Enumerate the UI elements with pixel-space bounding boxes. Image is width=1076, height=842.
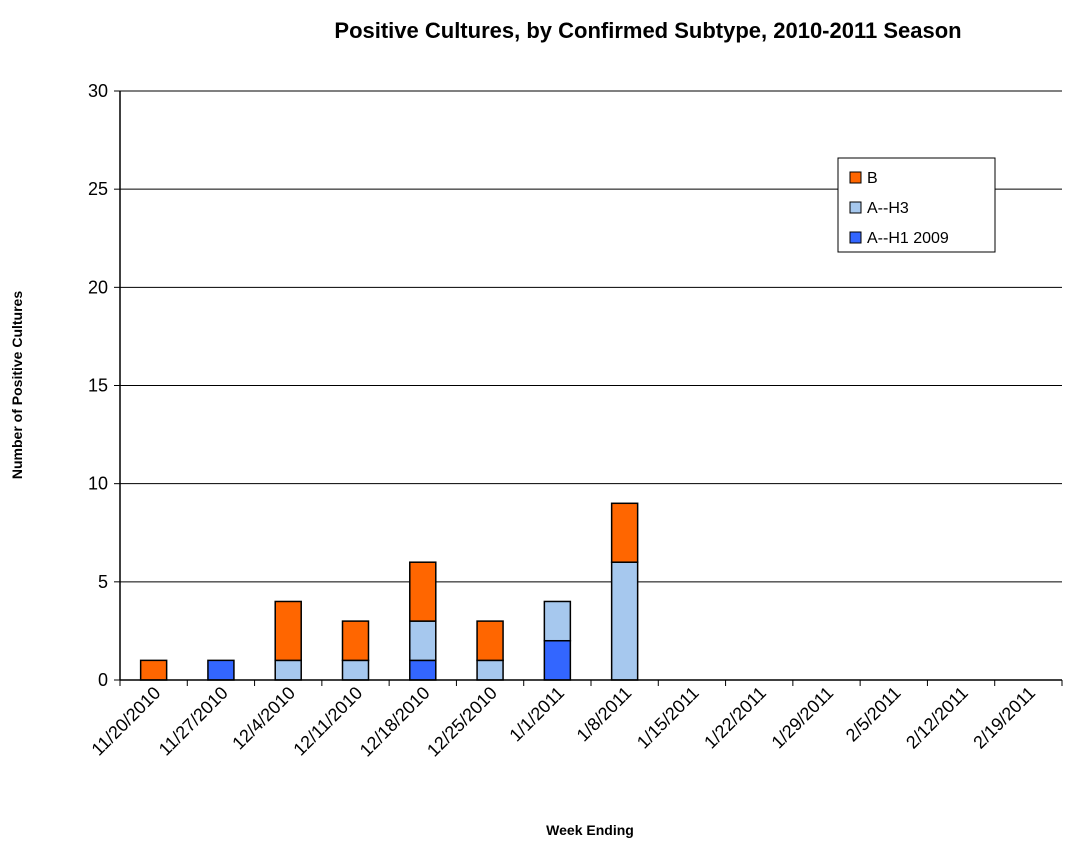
bar-segment	[409, 620, 437, 662]
legend-swatch	[849, 171, 862, 184]
bar-segment	[543, 639, 572, 681]
chart-title: Positive Cultures, by Confirmed Subtype,…	[334, 18, 961, 43]
x-tick-label: 11/20/2010	[88, 683, 165, 760]
bar-segment	[207, 659, 235, 681]
bar-segment	[476, 659, 504, 681]
x-tick-label: 12/4/2010	[228, 683, 299, 754]
legend-label: B	[867, 170, 878, 187]
y-tick-label: 20	[88, 277, 108, 297]
x-tick-label: 12/11/2010	[289, 683, 366, 760]
x-tick-label: 1/1/2011	[505, 683, 568, 746]
x-tick-label: 1/8/2011	[573, 683, 636, 746]
y-tick-label: 10	[88, 474, 108, 494]
legend: B A--H3 A--H1 2009	[837, 157, 996, 253]
x-tick-label: 2/12/2011	[902, 683, 972, 753]
bar-segment	[476, 620, 504, 662]
x-tick-label: 12/25/2010	[423, 683, 501, 761]
bar-segment	[610, 502, 639, 563]
legend-label: A--H1 2009	[867, 230, 949, 247]
x-tick-label: 11/27/2010	[155, 683, 232, 760]
x-tick-label: 1/22/2011	[700, 683, 770, 753]
x-axis-label: Week Ending	[546, 822, 634, 838]
y-tick-label: 15	[88, 376, 108, 396]
y-tick-label: 25	[88, 179, 108, 199]
axes	[119, 91, 1063, 686]
bar-segment	[409, 659, 437, 681]
x-tick-label: 12/18/2010	[356, 683, 434, 761]
y-axis-label: Number of Positive Cultures	[9, 291, 25, 479]
x-tick-label: 1/15/2011	[633, 683, 703, 753]
x-tick-label: 2/19/2011	[969, 683, 1039, 753]
bar-segment	[341, 659, 370, 681]
y-tick-label: 5	[98, 572, 108, 592]
bar-segment	[139, 659, 168, 681]
y-tick-label: 0	[98, 670, 108, 690]
x-tick-label: 1/29/2011	[768, 683, 838, 753]
y-tick-label: 30	[88, 81, 108, 101]
bar-segment	[274, 659, 302, 681]
bar-segment	[610, 561, 639, 681]
bar-segment	[543, 600, 572, 642]
legend-swatch	[849, 231, 862, 244]
x-tick-labels: 11/20/201011/27/201012/4/201012/11/20101…	[88, 683, 1040, 761]
bar-segment	[274, 600, 302, 662]
legend-label: A--H3	[867, 200, 909, 217]
legend-box	[837, 157, 996, 253]
bars	[139, 502, 639, 681]
y-tick-labels: 0 5 10 15 20 25 30	[88, 81, 108, 690]
bar-segment	[341, 620, 370, 662]
x-tick-label: 2/5/2011	[842, 683, 905, 746]
legend-swatch	[849, 201, 862, 214]
bar-segment	[409, 561, 437, 622]
